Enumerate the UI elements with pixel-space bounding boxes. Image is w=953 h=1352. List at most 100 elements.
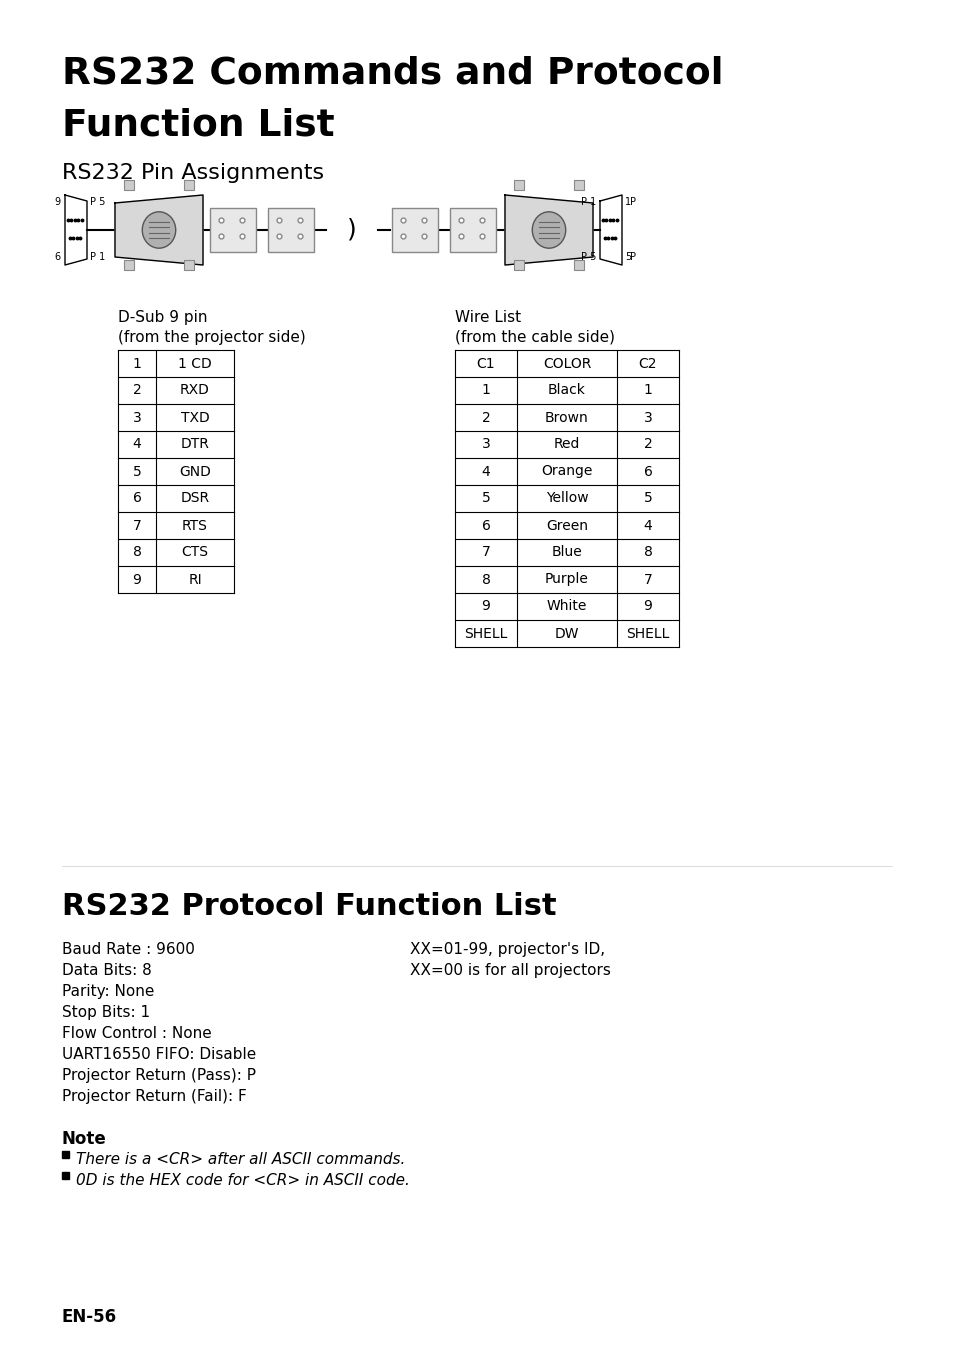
- Text: Red: Red: [554, 438, 579, 452]
- Text: C1: C1: [476, 357, 495, 370]
- Text: 1 CD: 1 CD: [178, 357, 212, 370]
- Text: ): ): [347, 218, 356, 242]
- Text: 9: 9: [643, 599, 652, 614]
- Bar: [514, 260, 524, 270]
- Text: Green: Green: [545, 519, 587, 533]
- Polygon shape: [115, 195, 203, 265]
- Text: Data Bits: 8: Data Bits: 8: [62, 963, 152, 977]
- Polygon shape: [504, 195, 593, 265]
- Text: 4: 4: [643, 519, 652, 533]
- Text: RS232 Commands and Protocol: RS232 Commands and Protocol: [62, 55, 722, 91]
- Text: 1: 1: [643, 384, 652, 397]
- Text: 5: 5: [132, 465, 141, 479]
- Text: 6: 6: [55, 251, 61, 262]
- Text: 5: 5: [643, 492, 652, 506]
- Text: 4: 4: [481, 465, 490, 479]
- Text: 2: 2: [643, 438, 652, 452]
- Text: RXD: RXD: [180, 384, 210, 397]
- Text: RI: RI: [188, 572, 202, 587]
- Text: 6: 6: [132, 492, 141, 506]
- Text: Projector Return (Fail): F: Projector Return (Fail): F: [62, 1088, 247, 1105]
- Ellipse shape: [532, 212, 565, 249]
- Text: Brown: Brown: [544, 411, 588, 425]
- Bar: [62, 1151, 69, 1159]
- Text: Orange: Orange: [540, 465, 592, 479]
- Text: XX=01-99, projector's ID,: XX=01-99, projector's ID,: [410, 942, 604, 957]
- Text: Yellow: Yellow: [545, 492, 588, 506]
- Text: 3: 3: [643, 411, 652, 425]
- Text: (from the cable side): (from the cable side): [455, 330, 615, 345]
- Bar: [514, 180, 524, 191]
- Text: Flow Control : None: Flow Control : None: [62, 1026, 212, 1041]
- Ellipse shape: [142, 212, 175, 249]
- Text: 8: 8: [481, 572, 490, 587]
- Text: P 1: P 1: [580, 197, 596, 207]
- Text: Baud Rate : 9600: Baud Rate : 9600: [62, 942, 194, 957]
- Text: DW: DW: [554, 626, 578, 641]
- Text: TXD: TXD: [180, 411, 209, 425]
- Text: 2: 2: [132, 384, 141, 397]
- Text: Blue: Blue: [551, 545, 581, 560]
- Text: 2: 2: [481, 411, 490, 425]
- Text: (from the projector side): (from the projector side): [118, 330, 305, 345]
- Text: 6: 6: [481, 519, 490, 533]
- Text: Purple: Purple: [544, 572, 588, 587]
- Text: Wire List: Wire List: [455, 310, 520, 324]
- Bar: [183, 180, 194, 191]
- Bar: [124, 260, 134, 270]
- Text: Projector Return (Pass): P: Projector Return (Pass): P: [62, 1068, 255, 1083]
- Text: P 1: P 1: [90, 251, 105, 262]
- Bar: [450, 208, 496, 251]
- Text: UART16550 FIFO: Disable: UART16550 FIFO: Disable: [62, 1046, 256, 1063]
- Text: 1: 1: [132, 357, 141, 370]
- Text: White: White: [546, 599, 587, 614]
- Text: 1: 1: [624, 197, 631, 207]
- Bar: [210, 208, 255, 251]
- Text: 5: 5: [481, 492, 490, 506]
- Text: Note: Note: [62, 1130, 107, 1148]
- Text: 0D is the HEX code for <CR> in ASCII code.: 0D is the HEX code for <CR> in ASCII cod…: [76, 1174, 410, 1188]
- Bar: [268, 208, 314, 251]
- Text: XX=00 is for all projectors: XX=00 is for all projectors: [410, 963, 610, 977]
- Text: Black: Black: [547, 384, 585, 397]
- Text: DTR: DTR: [180, 438, 210, 452]
- Text: SHELL: SHELL: [464, 626, 507, 641]
- Text: RS232 Pin Assignments: RS232 Pin Assignments: [62, 164, 324, 183]
- Text: 3: 3: [132, 411, 141, 425]
- Text: P: P: [629, 197, 636, 207]
- Text: 9: 9: [132, 572, 141, 587]
- Text: P 5: P 5: [580, 251, 596, 262]
- Text: RTS: RTS: [182, 519, 208, 533]
- Bar: [124, 180, 134, 191]
- Text: EN-56: EN-56: [62, 1307, 117, 1326]
- Text: 7: 7: [643, 572, 652, 587]
- Text: SHELL: SHELL: [626, 626, 669, 641]
- Bar: [62, 1172, 69, 1179]
- Text: 8: 8: [643, 545, 652, 560]
- Text: DSR: DSR: [180, 492, 210, 506]
- Text: 9: 9: [55, 197, 61, 207]
- Bar: [573, 260, 583, 270]
- Text: There is a <CR> after all ASCII commands.: There is a <CR> after all ASCII commands…: [76, 1152, 405, 1167]
- Text: Parity: None: Parity: None: [62, 984, 154, 999]
- Text: P: P: [629, 251, 636, 262]
- Text: P 5: P 5: [90, 197, 105, 207]
- Text: C2: C2: [639, 357, 657, 370]
- Text: GND: GND: [179, 465, 211, 479]
- Text: COLOR: COLOR: [542, 357, 591, 370]
- Text: 5: 5: [624, 251, 631, 262]
- Text: 8: 8: [132, 545, 141, 560]
- Text: 1: 1: [481, 384, 490, 397]
- Bar: [183, 260, 194, 270]
- Text: CTS: CTS: [181, 545, 209, 560]
- Text: 7: 7: [132, 519, 141, 533]
- Text: 9: 9: [481, 599, 490, 614]
- Text: Stop Bits: 1: Stop Bits: 1: [62, 1005, 150, 1019]
- Text: RS232 Protocol Function List: RS232 Protocol Function List: [62, 892, 556, 921]
- Bar: [392, 208, 437, 251]
- Text: 4: 4: [132, 438, 141, 452]
- Text: Function List: Function List: [62, 108, 335, 145]
- Bar: [573, 180, 583, 191]
- Text: 7: 7: [481, 545, 490, 560]
- Text: 3: 3: [481, 438, 490, 452]
